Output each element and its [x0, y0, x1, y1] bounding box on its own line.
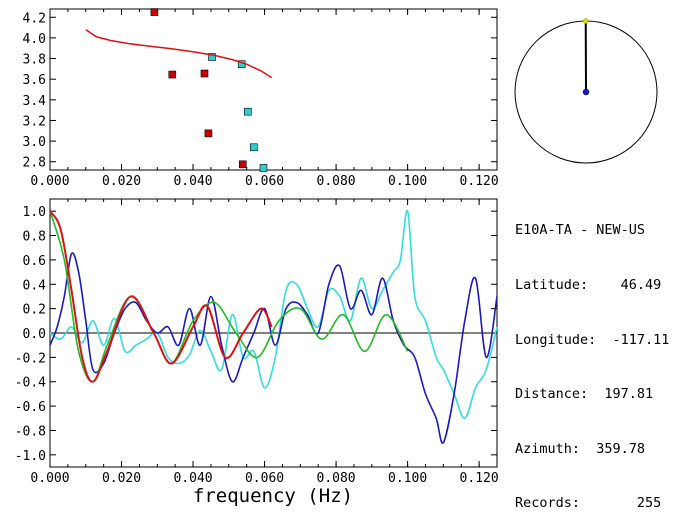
top-marker-red [239, 161, 246, 168]
top-x-tick-label: 0.100 [388, 174, 427, 189]
top-marker-red [169, 71, 176, 78]
azimuth-compass [515, 19, 657, 163]
bottom-y-tick-label: 0.8 [23, 230, 46, 245]
top-x-tick-label: 0.040 [173, 174, 212, 189]
latitude-label: Latitude: [515, 277, 588, 293]
top-x-tick-label: 0.120 [460, 174, 499, 189]
bottom-y-tick-label: 0.2 [23, 303, 46, 318]
info-row-azimuth: Azimuth:359.78 [515, 440, 669, 458]
azimuth-value: 359.78 [580, 440, 645, 458]
station-dot [583, 89, 589, 95]
top-velocity-panel: 0.000 0.020 0.040 0.060 0.080 0.100 0.120 2.8 3.… [23, 9, 499, 189]
bottom-x-tick-label: 0.040 [173, 471, 212, 486]
bottom-y-tick-label: -0.8 [15, 424, 46, 439]
top-fit-curve [86, 30, 272, 78]
top-y-tick-label: 4.2 [23, 11, 46, 26]
bottom-y-tick-label: 1.0 [23, 205, 46, 220]
top-marker-cyan [244, 108, 251, 115]
station-info: E10A-TA - NEW-US Latitude:46.49 Longitud… [515, 185, 669, 531]
longitude-label: Longitude: [515, 332, 596, 348]
info-row-distance: Distance:197.81 [515, 385, 669, 403]
bottom-series-blue [50, 253, 497, 443]
bottom-x-tick-label: 0.020 [102, 471, 141, 486]
top-marker-red [151, 9, 158, 16]
top-x-tick-label: 0.000 [30, 174, 69, 189]
distance-label: Distance: [515, 386, 588, 402]
top-y-tick-label: 3.6 [23, 73, 46, 88]
top-y-tick-label: 4.0 [23, 32, 46, 47]
top-y-tick-label: 3.0 [23, 135, 46, 150]
bottom-x-tick-label: 0.060 [245, 471, 284, 486]
bottom-y-tick-label: -0.2 [15, 351, 46, 366]
top-frame [50, 9, 497, 170]
bottom-y-tick-label: -0.4 [15, 376, 46, 391]
records-label: Records: [515, 495, 580, 511]
top-x-tick-label: 0.020 [102, 174, 141, 189]
bottom-x-tick-label: 0.100 [388, 471, 427, 486]
top-marker-red [205, 130, 212, 137]
azimuth-label: Azimuth: [515, 441, 580, 457]
bottom-y-tick-label: 0.0 [23, 327, 46, 342]
station-title: E10A-TA - NEW-US [515, 221, 669, 239]
top-marker-red [201, 70, 208, 77]
top-y-tick-label: 3.4 [23, 94, 47, 109]
longitude-value: -117.11 [596, 331, 669, 349]
bottom-x-tick-label: 0.000 [30, 471, 69, 486]
distance-value: 197.81 [588, 385, 653, 403]
bottom-y-tick-label: 0.4 [23, 278, 47, 293]
info-row-records: Records:255 [515, 494, 669, 512]
x-axis-title: frequency (Hz) [193, 485, 353, 507]
bottom-x-tick-label: 0.120 [460, 471, 499, 486]
top-y-tick-label: 3.2 [23, 114, 46, 129]
info-row-longitude: Longitude:-117.11 [515, 331, 669, 349]
top-marker-cyan [260, 164, 267, 171]
bottom-y-tick-label: 0.6 [23, 254, 46, 269]
bottom-y-tick-label: -1.0 [15, 449, 46, 464]
bottom-x-tick-label: 0.080 [317, 471, 356, 486]
top-x-tick-label: 0.080 [317, 174, 356, 189]
source-dot [583, 19, 588, 24]
top-y-tick-label: 2.8 [23, 156, 46, 171]
records-value: 255 [580, 494, 661, 512]
top-x-tick-label: 0.060 [245, 174, 284, 189]
bottom-series-cyan [50, 211, 497, 419]
info-row-latitude: Latitude:46.49 [515, 276, 669, 294]
latitude-value: 46.49 [588, 276, 661, 294]
bottom-correlation-panel: 0.000 0.020 0.040 0.060 0.080 0.100 0.120 1.0 0.… [15, 199, 499, 486]
top-marker-cyan [250, 144, 257, 151]
bottom-y-tick-label: -0.6 [15, 400, 46, 415]
top-y-tick-label: 3.8 [23, 53, 46, 68]
